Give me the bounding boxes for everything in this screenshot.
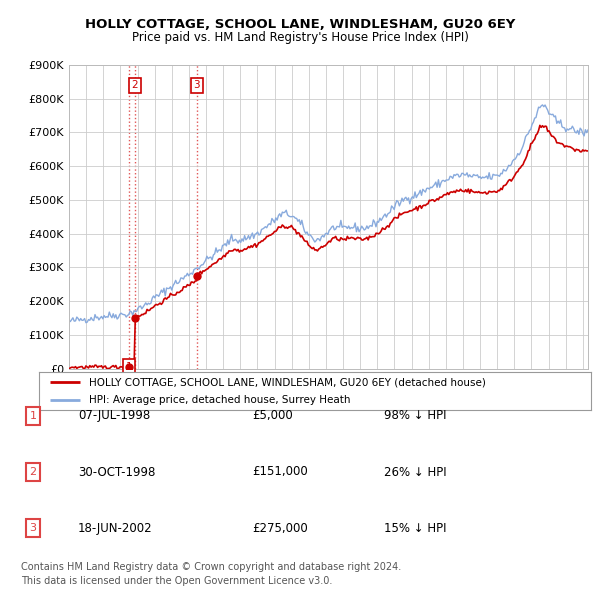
Text: 1: 1 (126, 362, 133, 372)
Text: 98% ↓ HPI: 98% ↓ HPI (384, 409, 446, 422)
Text: 26% ↓ HPI: 26% ↓ HPI (384, 466, 446, 478)
Text: 3: 3 (193, 80, 200, 90)
Text: 2: 2 (131, 80, 138, 90)
Text: 2: 2 (29, 467, 37, 477)
Text: 1: 1 (29, 411, 37, 421)
Text: HOLLY COTTAGE, SCHOOL LANE, WINDLESHAM, GU20 6EY: HOLLY COTTAGE, SCHOOL LANE, WINDLESHAM, … (85, 18, 515, 31)
Text: £275,000: £275,000 (252, 522, 308, 535)
Text: HPI: Average price, detached house, Surrey Heath: HPI: Average price, detached house, Surr… (89, 395, 350, 405)
Text: This data is licensed under the Open Government Licence v3.0.: This data is licensed under the Open Gov… (21, 576, 332, 586)
Text: 3: 3 (29, 523, 37, 533)
Text: Price paid vs. HM Land Registry's House Price Index (HPI): Price paid vs. HM Land Registry's House … (131, 31, 469, 44)
Text: HOLLY COTTAGE, SCHOOL LANE, WINDLESHAM, GU20 6EY (detached house): HOLLY COTTAGE, SCHOOL LANE, WINDLESHAM, … (89, 378, 485, 388)
Text: 15% ↓ HPI: 15% ↓ HPI (384, 522, 446, 535)
Text: 30-OCT-1998: 30-OCT-1998 (78, 466, 155, 478)
Text: 07-JUL-1998: 07-JUL-1998 (78, 409, 150, 422)
Text: Contains HM Land Registry data © Crown copyright and database right 2024.: Contains HM Land Registry data © Crown c… (21, 562, 401, 572)
Text: 18-JUN-2002: 18-JUN-2002 (78, 522, 152, 535)
Text: £5,000: £5,000 (252, 409, 293, 422)
Text: £151,000: £151,000 (252, 466, 308, 478)
